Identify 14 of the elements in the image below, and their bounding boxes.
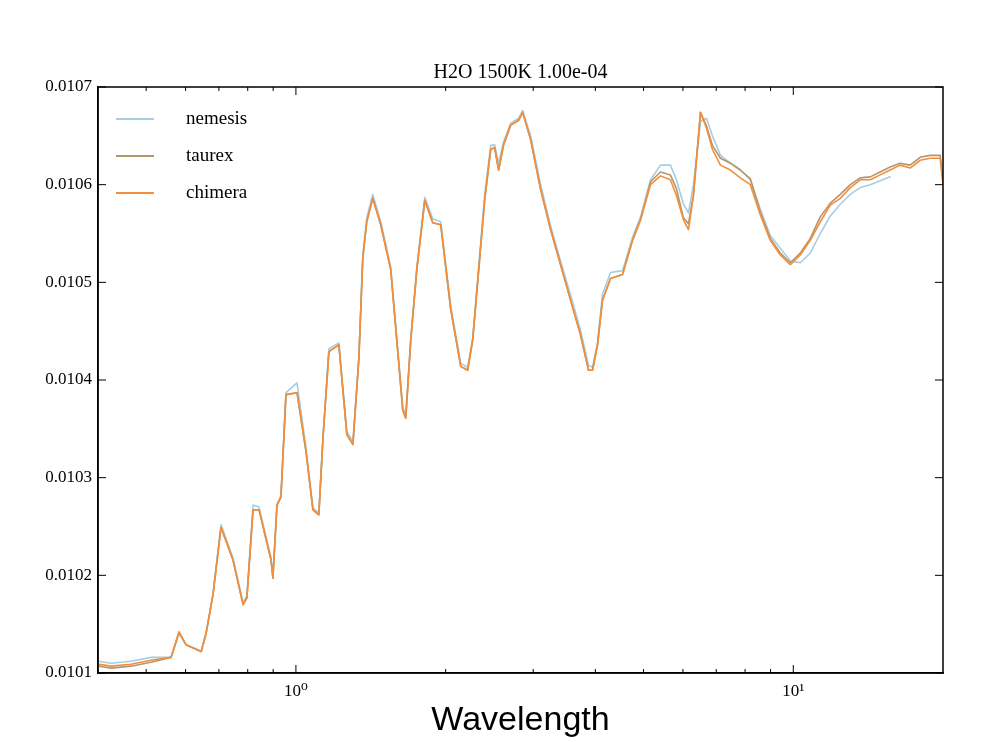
y-tick-label: 0.0106 (45, 174, 92, 194)
y-tick-label: 0.0101 (45, 662, 92, 682)
y-tick-label: 0.0103 (45, 467, 92, 487)
legend-label: taurex (186, 143, 234, 165)
x-tick-label: 10¹ (782, 680, 805, 700)
y-tick-label: 0.0102 (45, 564, 92, 584)
x-tick-label: 10⁰ (284, 680, 309, 700)
y-tick-label: 0.0107 (45, 76, 93, 96)
x-axis-title: Wavelength (431, 699, 610, 738)
y-tick-label: 0.0104 (45, 369, 93, 389)
legend-label: chimera (186, 180, 248, 202)
y-tick-label: 0.0105 (45, 271, 92, 291)
chart-title: H2O 1500K 1.00e-04 (433, 60, 608, 83)
legend-label: nemesis (186, 106, 248, 128)
